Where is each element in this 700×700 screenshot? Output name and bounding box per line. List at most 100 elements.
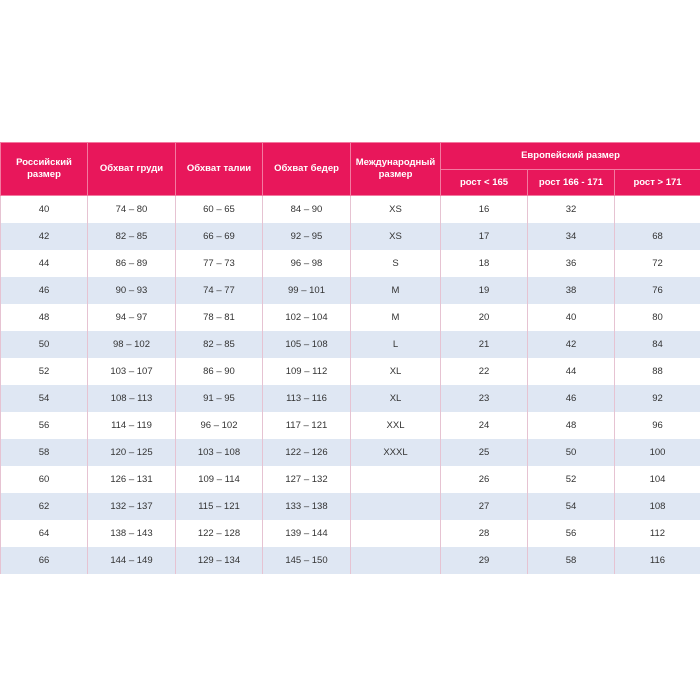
table-cell: 50 — [0, 331, 88, 358]
table-cell: 54 — [0, 385, 88, 412]
table-cell — [350, 520, 441, 547]
table-row: 60 126 – 131 109 – 114 127 – 132 26 52 104 — [0, 466, 700, 493]
table-cell: 113 – 116 — [262, 385, 351, 412]
table-cell: 76 — [613, 277, 700, 304]
table-cell: 44 — [527, 358, 615, 385]
table-cell: 77 – 73 — [175, 250, 263, 277]
table-cell: 86 – 89 — [87, 250, 176, 277]
header-cell: Международный размер — [350, 142, 441, 196]
table-cell: 138 – 143 — [87, 520, 176, 547]
table-cell: 92 – 95 — [262, 223, 351, 250]
table-cell: 82 – 85 — [175, 331, 263, 358]
table-cell: 29 — [440, 547, 528, 574]
table-cell: 58 — [527, 547, 615, 574]
table-cell: 109 – 112 — [262, 358, 351, 385]
table-cell: 16 — [440, 195, 528, 223]
table-cell: XL — [350, 385, 441, 412]
table-cell: 22 — [440, 358, 528, 385]
table-cell: 21 — [440, 331, 528, 358]
table-cell: 92 — [613, 385, 700, 412]
table-cell: M — [350, 277, 441, 304]
table-cell: 96 — [613, 412, 700, 439]
table-cell: 74 – 80 — [87, 195, 176, 223]
table-cell: 144 – 149 — [87, 547, 176, 574]
table-cell: XXXL — [350, 439, 441, 466]
table-cell: 58 — [0, 439, 88, 466]
table-cell: 18 — [440, 250, 528, 277]
table-cell: 126 – 131 — [87, 466, 176, 493]
table-row: 62 132 – 137 115 – 121 133 – 138 27 54 108 — [0, 493, 700, 520]
table-cell: 52 — [0, 358, 88, 385]
table-cell: 40 — [0, 195, 88, 223]
header-subcell: рост > 171 — [613, 169, 700, 196]
table-cell: 112 — [613, 520, 700, 547]
table-cell: 114 – 119 — [87, 412, 176, 439]
table-cell: 117 – 121 — [262, 412, 351, 439]
table-cell: 28 — [440, 520, 528, 547]
table-cell: 104 — [613, 466, 700, 493]
header-cell: Обхват талии — [175, 142, 263, 196]
table-body: 40 74 – 80 60 – 65 84 – 90 XS 16 32 42 82 – 85 66… — [0, 195, 700, 574]
table-cell: 115 – 121 — [175, 493, 263, 520]
table-cell: 44 — [0, 250, 88, 277]
table-cell: 23 — [440, 385, 528, 412]
table-cell: 133 – 138 — [262, 493, 351, 520]
table-cell: 46 — [527, 385, 615, 412]
table-cell: XL — [350, 358, 441, 385]
table-cell: 84 – 90 — [262, 195, 351, 223]
table-cell: 108 – 113 — [87, 385, 176, 412]
table-cell: 127 – 132 — [262, 466, 351, 493]
table-cell: 60 — [0, 466, 88, 493]
table-cell: 66 – 69 — [175, 223, 263, 250]
table-cell: 109 – 114 — [175, 466, 263, 493]
table-cell: 36 — [527, 250, 615, 277]
table-row: 58 120 – 125 103 – 108 122 – 126 XXXL 25 50 100 — [0, 439, 700, 466]
table-cell: 105 – 108 — [262, 331, 351, 358]
table-cell: 60 – 65 — [175, 195, 263, 223]
table-cell: 50 — [527, 439, 615, 466]
table-cell: 46 — [0, 277, 88, 304]
table-cell: 91 – 95 — [175, 385, 263, 412]
table-cell: 68 — [613, 223, 700, 250]
table-row: 56 114 – 119 96 – 102 117 – 121 XXL 24 48 96 — [0, 412, 700, 439]
table-cell: 64 — [0, 520, 88, 547]
table-cell — [350, 466, 441, 493]
table-row: 52 103 – 107 86 – 90 109 – 112 XL 22 44 88 — [0, 358, 700, 385]
table-cell: 108 — [613, 493, 700, 520]
header-subcell: рост 166 - 171 — [527, 169, 615, 196]
table-cell: 80 — [613, 304, 700, 331]
header-cell: Обхват бедер — [262, 142, 351, 196]
table-cell: 103 – 107 — [87, 358, 176, 385]
table-cell: 56 — [527, 520, 615, 547]
table-cell: 82 – 85 — [87, 223, 176, 250]
table-cell: 98 – 102 — [87, 331, 176, 358]
header-subcell: рост < 165 — [440, 169, 528, 196]
table-cell: M — [350, 304, 441, 331]
table-cell: 96 – 102 — [175, 412, 263, 439]
table-cell: 102 – 104 — [262, 304, 351, 331]
header-cell: Российский размер — [0, 142, 88, 196]
table-cell: 129 – 134 — [175, 547, 263, 574]
table-cell — [350, 493, 441, 520]
table-cell: 86 – 90 — [175, 358, 263, 385]
table-cell: 122 – 128 — [175, 520, 263, 547]
table-cell: 120 – 125 — [87, 439, 176, 466]
table-row: 50 98 – 102 82 – 85 105 – 108 L 21 42 84 — [0, 331, 700, 358]
table-cell: XXL — [350, 412, 441, 439]
table-cell: 66 — [0, 547, 88, 574]
table-cell — [350, 547, 441, 574]
table-cell: 116 — [613, 547, 700, 574]
table-cell: 145 – 150 — [262, 547, 351, 574]
table-cell: 48 — [0, 304, 88, 331]
table-cell: 100 — [613, 439, 700, 466]
table-row: 40 74 – 80 60 – 65 84 – 90 XS 16 32 — [0, 195, 700, 223]
table-row: 66 144 – 149 129 – 134 145 – 150 29 58 116 — [0, 547, 700, 574]
table-cell: 42 — [527, 331, 615, 358]
table-row: 48 94 – 97 78 – 81 102 – 104 M 20 40 80 — [0, 304, 700, 331]
table-cell: 48 — [527, 412, 615, 439]
table-cell: 42 — [0, 223, 88, 250]
table-cell: 99 – 101 — [262, 277, 351, 304]
table-cell: 38 — [527, 277, 615, 304]
table-cell: L — [350, 331, 441, 358]
